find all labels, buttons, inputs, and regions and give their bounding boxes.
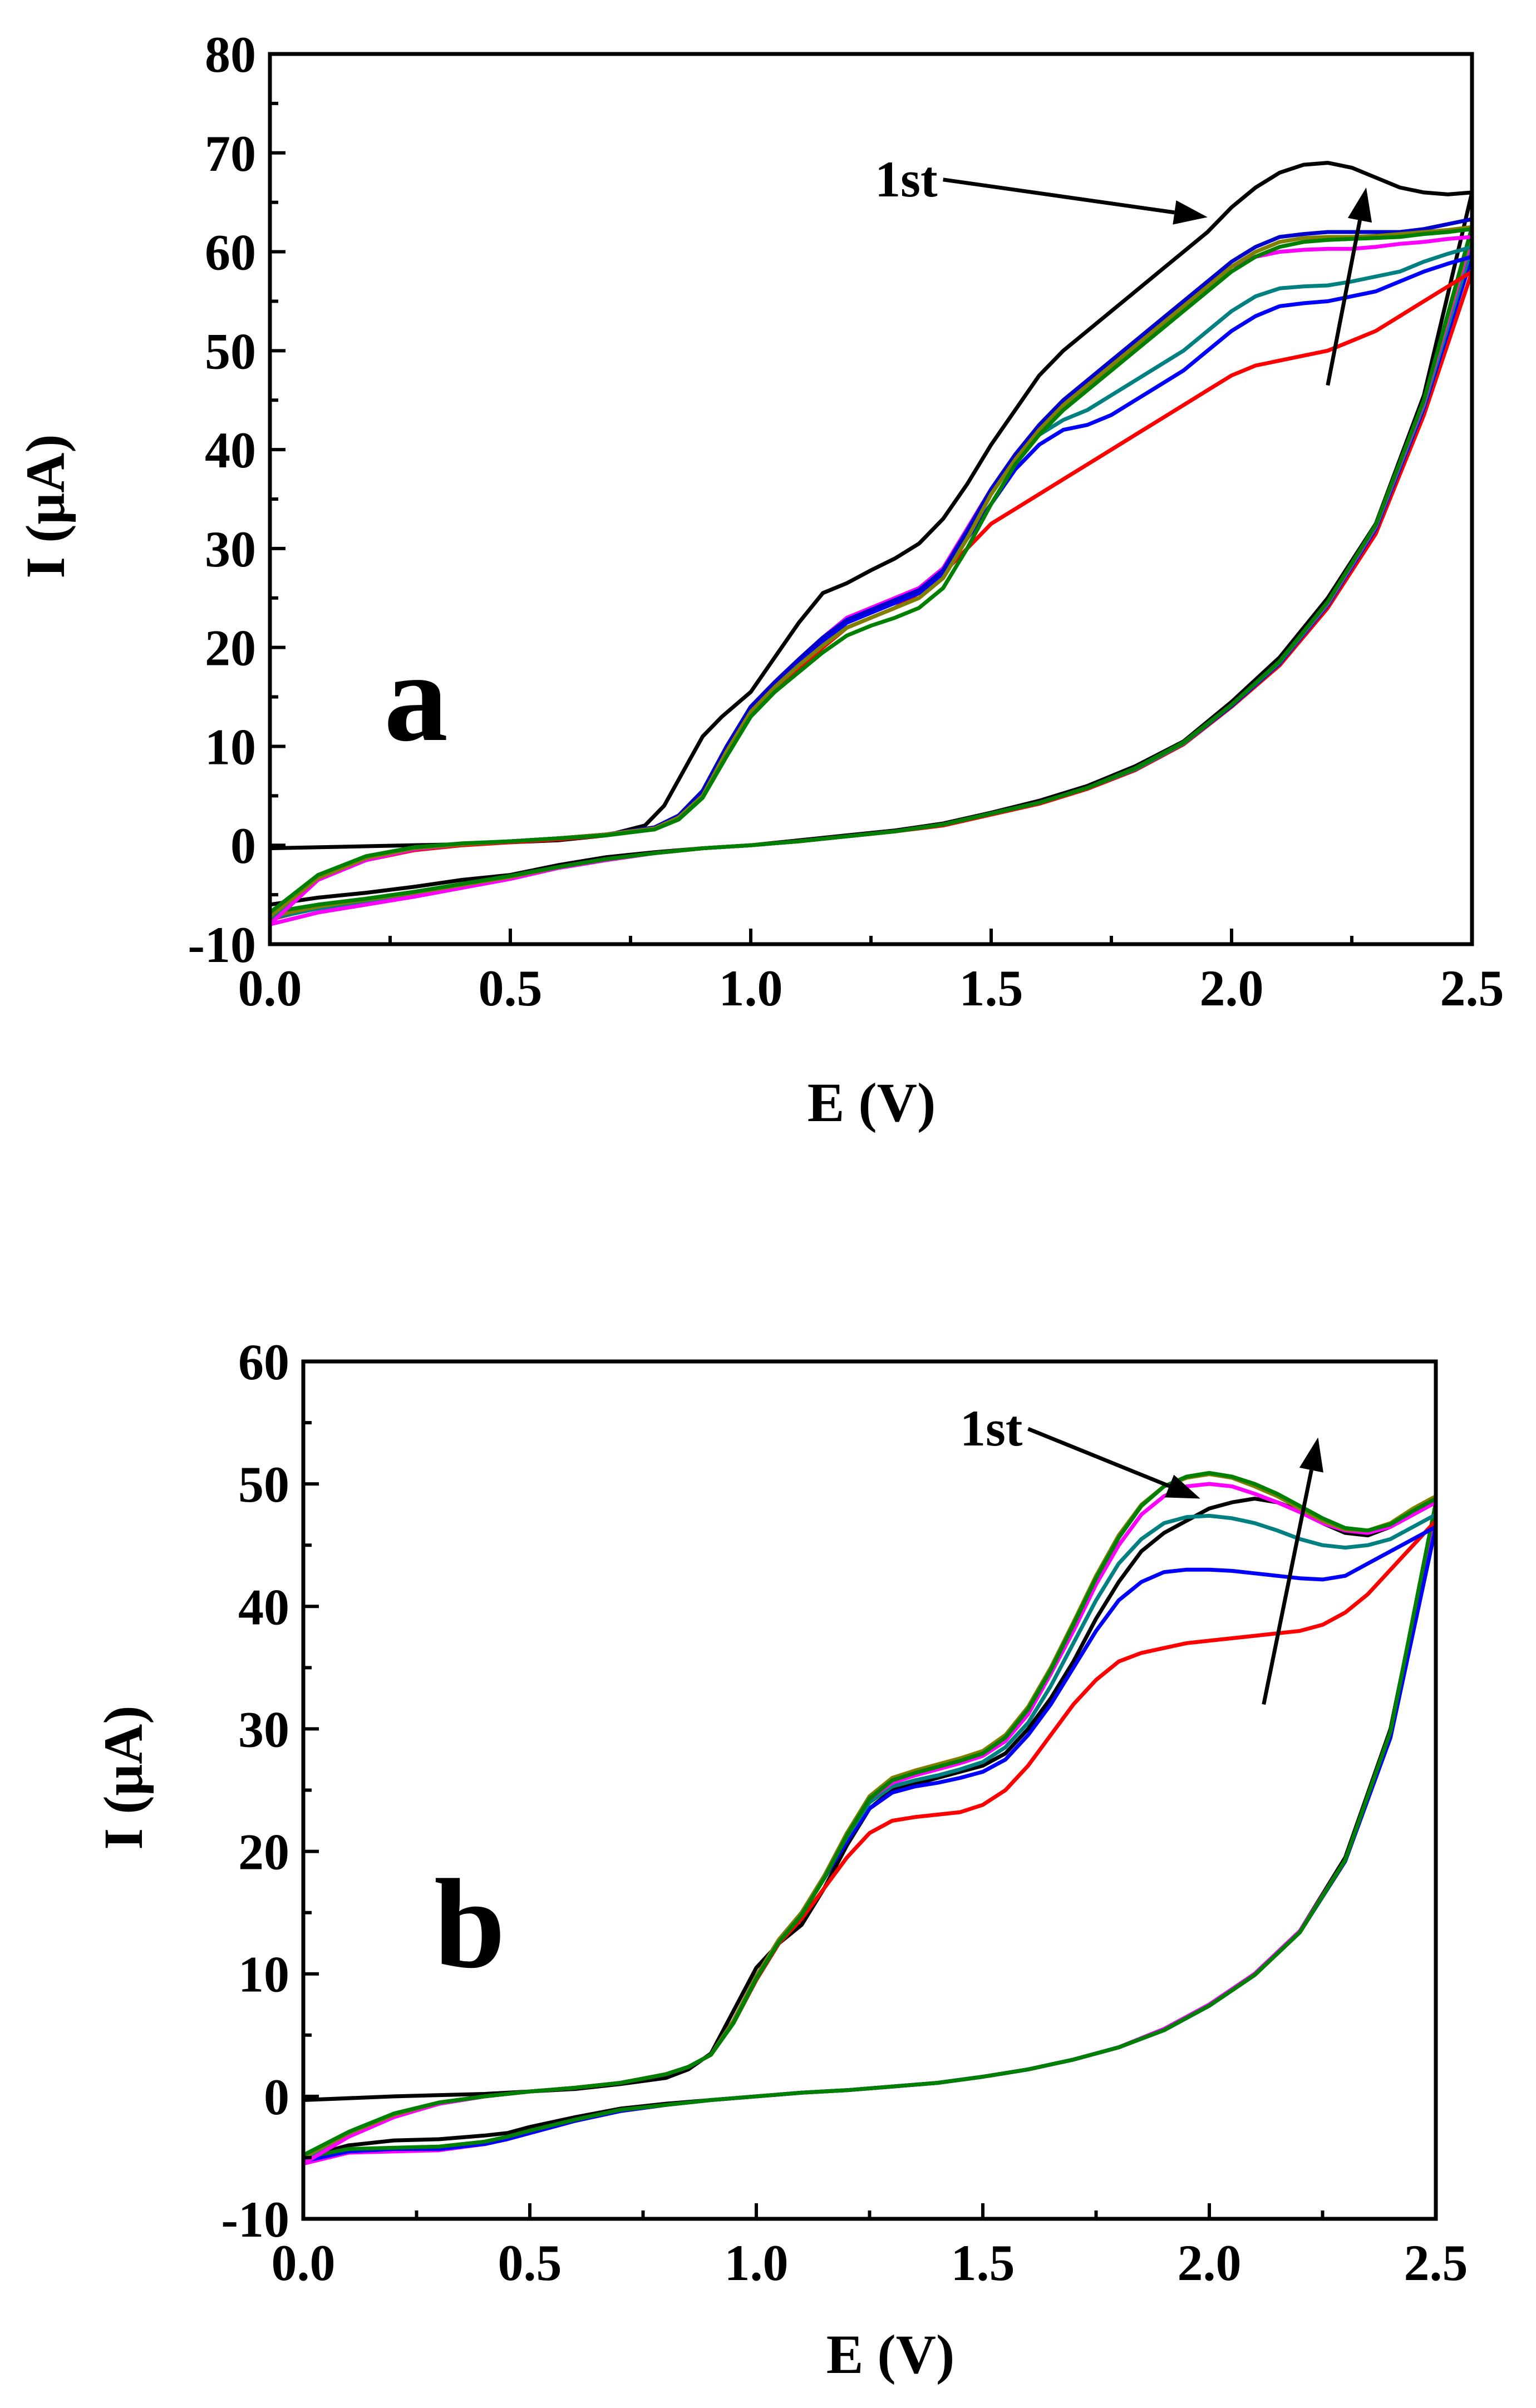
panel-b-ytick-label: 0 [264, 2069, 289, 2125]
panel-a-xtick-label: 1.0 [719, 960, 783, 1017]
panel-a-arrow-1 [1326, 220, 1362, 386]
panel-a-label: a [384, 626, 448, 768]
panel-b-ytick-label: 50 [238, 1456, 289, 1513]
panel-a-ytick-label: 10 [205, 718, 256, 775]
panel-a-xtick-label: 0.5 [479, 960, 543, 1017]
panel-b-ytick-label: 60 [238, 1334, 289, 1390]
panel-a-curves [268, 161, 1474, 926]
panel-b-arrow-0 [1027, 1427, 1170, 1488]
panel-a-xtick-label: 0.0 [238, 960, 302, 1017]
panel-b-reverse-series-3 [301, 1500, 1438, 2160]
panel-a-forward-series-7 [268, 227, 1474, 915]
panel-a-reverse-series-6 [268, 225, 1474, 915]
panel-b-frame [301, 1359, 1438, 2221]
panel-a-ticks: 0.0 0.5 1.0 1.5 2.0 2.5 -10 0 10 20 30 40 50 60 70 80 [188, 26, 1504, 1017]
panel-a-ytick-label: 60 [205, 224, 256, 281]
panel-a-annotations: 1st [875, 151, 1372, 386]
panel-b-ylabel: I (μA) [92, 1705, 154, 1849]
panel-b-xtick-label: 1.5 [951, 2234, 1015, 2291]
panel-a-arrow-head-0 [1173, 200, 1208, 225]
panel-a-ytick-label: 30 [205, 521, 256, 578]
panel-a-arrow-0 [943, 177, 1175, 215]
panel-b-ticks: 0.0 0.5 1.0 1.5 2.0 2.5 -10 0 10 20 30 40 50 60 [221, 1334, 1468, 2291]
panel-b-xlabel: E (V) [826, 2323, 955, 2385]
panel-b-ytick-label: 20 [238, 1824, 289, 1881]
panel-b-curves [301, 1471, 1438, 2166]
panel-b-arrow-head-1 [1299, 1437, 1323, 1473]
panel-b-xtick-label: 0.5 [498, 2234, 562, 2291]
panel-b-annotation-label: 1st [960, 1400, 1023, 1457]
panel-a-ytick-label: 70 [205, 125, 256, 182]
panel-b-ytick-label: 10 [238, 1946, 289, 2003]
panel-b-ytick-label: -10 [221, 2191, 289, 2248]
panel-a-annotation-label: 1st [875, 151, 938, 208]
panel-a-xlabel: E (V) [808, 1072, 936, 1133]
panel-b-arrow-1 [1262, 1469, 1313, 1705]
panel-b-ytick-label: 40 [238, 1578, 289, 1635]
panel-b-label: b [434, 1853, 505, 1995]
panel-a-ylabel: I (μA) [14, 434, 76, 578]
panel-a: 0.0 0.5 1.0 1.5 2.0 2.5 -10 0 10 20 30 40 50 60 70 80 a… [14, 26, 1504, 1133]
panel-a-ytick-label: 50 [205, 323, 256, 379]
panel-b-forward-series-6 [301, 1471, 1438, 2157]
panel-a-xtick-label: 2.5 [1440, 960, 1504, 1017]
panel-a-frame [268, 52, 1474, 946]
panel-a-ytick-label: 80 [205, 26, 256, 83]
panel-a-ytick-label: 40 [205, 422, 256, 478]
panel-b-ytick-label: 30 [238, 1701, 289, 1758]
panel-a-xtick-label: 2.0 [1200, 960, 1264, 1017]
panel-b-arrow-head-0 [1164, 1474, 1200, 1499]
panel-a-xtick-label: 1.5 [959, 960, 1023, 1017]
panel-a-ytick-label: 0 [230, 817, 256, 874]
panel-a-ytick-label: -10 [188, 916, 256, 973]
panel-b-xtick-label: 2.5 [1404, 2234, 1468, 2291]
panel-b-annotations: 1st [960, 1400, 1323, 1705]
panel-b-xtick-label: 1.0 [725, 2234, 789, 2291]
panel-b-xtick-label: 0.0 [272, 2234, 336, 2291]
panel-a-arrow-head-1 [1347, 187, 1372, 223]
panel-b: 0.0 0.5 1.0 1.5 2.0 2.5 -10 0 10 20 30 40 50 60 b E (… [92, 1334, 1468, 2385]
panel-b-xtick-label: 2.0 [1178, 2234, 1242, 2291]
panel-a-forward-series-0 [268, 161, 1474, 851]
panel-a-ytick-label: 20 [205, 620, 256, 677]
